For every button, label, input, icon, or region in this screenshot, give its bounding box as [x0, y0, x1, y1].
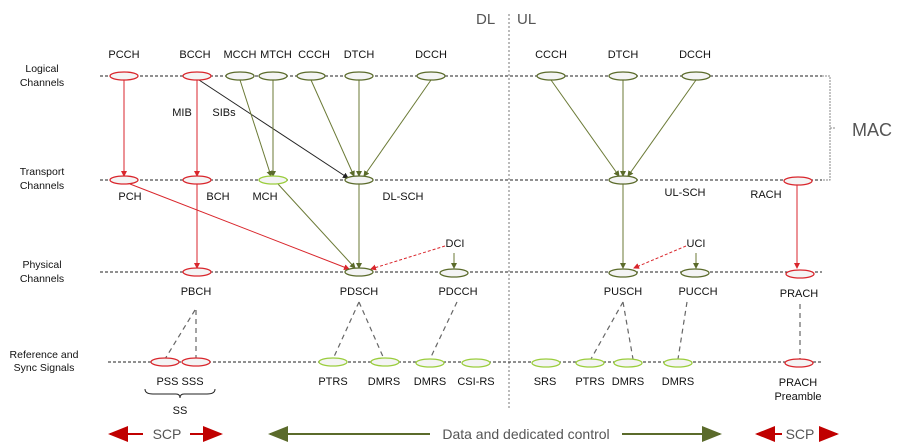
node-mch: [258, 175, 288, 185]
label-mch: MCH: [252, 191, 277, 203]
node-dcch-ul: [681, 71, 711, 81]
label-dl-sch: DL-SCH: [383, 191, 424, 203]
label-prach-preamble-2: Preamble: [774, 391, 821, 403]
ss-brace: [144, 388, 216, 399]
footer-data-control: Data and dedicated control: [442, 426, 609, 442]
ul-header: UL: [517, 11, 536, 28]
dl-header: DL: [476, 11, 495, 28]
node-pdcch: [439, 268, 469, 278]
label-dmrs-pdsch: DMRS: [368, 376, 400, 388]
node-dmrs-pusch: [613, 358, 643, 368]
node-pch: [109, 175, 139, 185]
label-dtch-ul: DTCH: [608, 49, 639, 61]
label-csi-rs: CSI-RS: [457, 376, 494, 388]
node-pusch: [608, 268, 638, 278]
label-rach: RACH: [750, 189, 781, 201]
label-sibs: SIBs: [212, 107, 236, 119]
node-csi-rs: [461, 358, 491, 368]
row-reference-1: Reference and: [10, 349, 79, 361]
label-mib: MIB: [172, 107, 192, 119]
label-pdcch: PDCCH: [438, 286, 477, 298]
node-dtch-ul: [608, 71, 638, 81]
row-transport-2: Channels: [20, 180, 64, 192]
label-dmrs-pdcch: DMRS: [414, 376, 446, 388]
mac-bracket: [822, 75, 835, 181]
row-physical-2: Channels: [20, 273, 64, 285]
node-ul-sch: [608, 175, 638, 185]
row-logical-1: Logical: [25, 63, 58, 75]
row-reference-2: Sync Signals: [14, 362, 75, 374]
footer-scp-right: SCP: [786, 426, 815, 442]
node-dmrs-pdsch: [370, 357, 400, 367]
label-dcch-ul: DCCH: [679, 49, 711, 61]
node-pdsch: [344, 267, 374, 277]
label-mtch: MTCH: [260, 49, 292, 61]
row-labels: Logical Channels Transport Channels Phys…: [10, 63, 79, 374]
label-ss: SS: [173, 405, 188, 417]
label-dcch-dl: DCCH: [415, 49, 447, 61]
label-prach: PRACH: [780, 288, 819, 300]
node-ccch-ul: [536, 71, 566, 81]
node-bch: [182, 175, 212, 185]
label-pucch: PUCCH: [678, 286, 717, 298]
mapping-arrows: [121, 79, 801, 360]
label-uci: UCI: [687, 238, 706, 250]
node-pcch: [109, 71, 139, 81]
node-dl-sch: [344, 175, 374, 185]
label-pss-sss: PSS SSS: [156, 376, 203, 388]
label-bch: BCH: [206, 191, 229, 203]
label-ccch-ul: CCCH: [535, 49, 567, 61]
node-rach: [783, 176, 813, 186]
node-srs: [531, 358, 561, 368]
node-mcch: [225, 71, 255, 81]
mac-label: MAC: [852, 120, 892, 140]
label-ptrs-dl: PTRS: [318, 376, 347, 388]
label-pch: PCH: [118, 191, 141, 203]
label-srs: SRS: [534, 376, 557, 388]
node-prach-preamble: [784, 358, 814, 368]
label-dtch-dl: DTCH: [344, 49, 375, 61]
label-pdsch: PDSCH: [340, 286, 379, 298]
node-mtch: [258, 71, 288, 81]
node-dmrs-pdcch: [415, 358, 445, 368]
node-dmrs-pucch: [663, 358, 693, 368]
label-mcch: MCCH: [224, 49, 257, 61]
node-ptrs-ul: [575, 358, 605, 368]
node-pucch: [680, 268, 710, 278]
label-ul-sch: UL-SCH: [665, 187, 706, 199]
label-bcch: BCCH: [179, 49, 210, 61]
label-prach-preamble-1: PRACH: [779, 377, 818, 389]
node-dcch-dl: [416, 71, 446, 81]
label-pusch: PUSCH: [604, 286, 643, 298]
node-ptrs-dl: [318, 357, 348, 367]
row-logical-2: Channels: [20, 77, 64, 89]
label-pbch: PBCH: [181, 286, 212, 298]
node-ccch-dl: [296, 71, 326, 81]
label-dmrs-pucch: DMRS: [662, 376, 694, 388]
label-dmrs-pusch: DMRS: [612, 376, 644, 388]
node-sss: [181, 357, 211, 367]
label-ccch-dl: CCCH: [298, 49, 330, 61]
row-transport-1: Transport: [20, 166, 65, 178]
footer-scp-left: SCP: [153, 426, 182, 442]
node-dtch-dl: [344, 71, 374, 81]
node-pbch: [182, 267, 212, 277]
label-dci: DCI: [446, 238, 465, 250]
node-pss: [150, 357, 180, 367]
label-pcch: PCCH: [108, 49, 139, 61]
row-physical-1: Physical: [22, 259, 61, 271]
node-prach: [785, 269, 815, 279]
label-ptrs-ul: PTRS: [575, 376, 604, 388]
node-bcch: [182, 71, 212, 81]
